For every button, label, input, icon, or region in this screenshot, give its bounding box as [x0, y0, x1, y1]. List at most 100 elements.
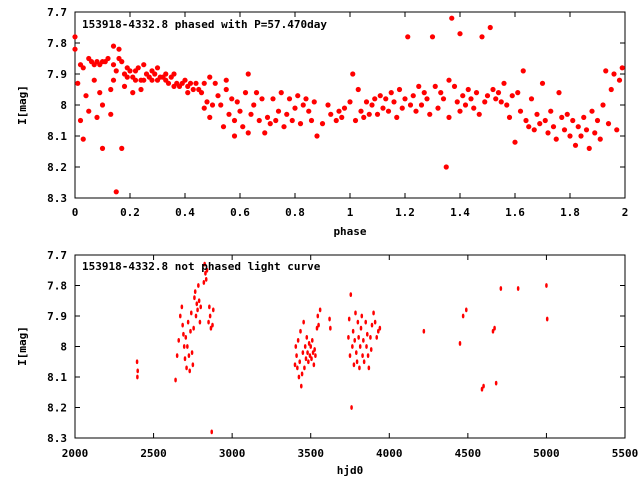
- data-point: [319, 121, 326, 127]
- data-point: [358, 344, 362, 349]
- data-point: [110, 77, 117, 83]
- data-point: [116, 46, 122, 52]
- data-point: [616, 77, 623, 83]
- data-point: [499, 286, 503, 291]
- data-point: [504, 102, 510, 108]
- data-point: [303, 365, 306, 371]
- data-point: [199, 304, 203, 310]
- data-point: [339, 114, 345, 120]
- x-tick-label: 1.6: [505, 206, 525, 219]
- data-point: [526, 124, 532, 130]
- data-point: [528, 96, 535, 102]
- data-point: [215, 93, 221, 99]
- data-point: [369, 102, 375, 108]
- data-point: [495, 90, 502, 96]
- data-point: [301, 350, 305, 355]
- data-point: [270, 96, 276, 102]
- data-point: [207, 74, 213, 80]
- data-point: [256, 117, 262, 124]
- data-point: [373, 319, 377, 325]
- data-point: [402, 96, 408, 102]
- data-point: [407, 102, 414, 108]
- data-point: [86, 108, 92, 114]
- data-point: [186, 344, 189, 349]
- data-point: [347, 334, 350, 340]
- data-point: [141, 62, 147, 68]
- data-point: [350, 71, 356, 77]
- data-point: [370, 322, 374, 328]
- data-point: [575, 124, 581, 130]
- data-point: [314, 353, 317, 359]
- data-point: [311, 99, 317, 105]
- data-point: [218, 102, 224, 108]
- data-point: [440, 96, 447, 102]
- data-point: [600, 102, 606, 108]
- data-point: [198, 90, 205, 96]
- x-tick-label: 4000: [376, 447, 403, 460]
- data-point: [237, 108, 243, 114]
- data-point: [545, 283, 548, 288]
- data-point: [352, 117, 359, 124]
- data-point: [293, 362, 297, 368]
- data-point: [297, 374, 301, 380]
- data-point: [204, 277, 208, 282]
- data-point: [197, 283, 200, 288]
- x-tick-label: 4500: [455, 447, 482, 460]
- data-point: [586, 145, 592, 151]
- data-point: [187, 353, 191, 359]
- y-tick-label: 8: [60, 99, 67, 112]
- data-points: [72, 15, 625, 195]
- data-point: [273, 117, 279, 124]
- data-point: [377, 93, 383, 99]
- data-point: [110, 43, 117, 49]
- data-point: [372, 96, 378, 102]
- data-point: [375, 334, 379, 340]
- data-points: [135, 261, 549, 435]
- data-point: [278, 90, 284, 96]
- data-point: [365, 344, 368, 349]
- data-point: [394, 114, 400, 120]
- data-point: [204, 270, 207, 276]
- data-point: [333, 117, 339, 124]
- data-point: [240, 124, 246, 130]
- x-tick-label: 0: [72, 206, 79, 219]
- data-point: [468, 96, 474, 102]
- data-point: [296, 365, 299, 371]
- data-point: [97, 90, 103, 96]
- data-point: [295, 353, 298, 359]
- data-point: [449, 15, 455, 21]
- data-point: [299, 328, 302, 334]
- data-point: [366, 111, 372, 117]
- data-point: [136, 374, 139, 380]
- data-point: [619, 65, 625, 71]
- data-point: [124, 74, 130, 80]
- y-tick-label: 8.2: [47, 402, 67, 415]
- data-point: [307, 359, 310, 365]
- data-point: [446, 77, 452, 83]
- x-tick-label: 0.2: [120, 206, 140, 219]
- data-point: [553, 136, 559, 142]
- data-point: [211, 322, 214, 328]
- data-point: [361, 114, 367, 120]
- data-point: [542, 117, 548, 124]
- data-point: [484, 93, 491, 99]
- data-point: [198, 319, 202, 325]
- data-point: [208, 304, 211, 310]
- data-point: [190, 350, 194, 355]
- data-point: [358, 108, 364, 114]
- x-tick-label: 2: [622, 206, 629, 219]
- data-point: [127, 68, 133, 74]
- data-point: [367, 365, 371, 371]
- data-point: [212, 80, 218, 86]
- data-point: [316, 313, 320, 319]
- x-tick-label: 2500: [140, 447, 167, 460]
- data-point: [358, 365, 361, 371]
- data-point: [355, 359, 359, 365]
- data-point: [353, 338, 357, 343]
- data-point: [108, 111, 114, 117]
- data-point: [347, 99, 353, 105]
- data-point: [589, 108, 595, 114]
- data-point: [572, 142, 579, 148]
- data-point: [298, 359, 302, 365]
- data-point: [359, 325, 363, 331]
